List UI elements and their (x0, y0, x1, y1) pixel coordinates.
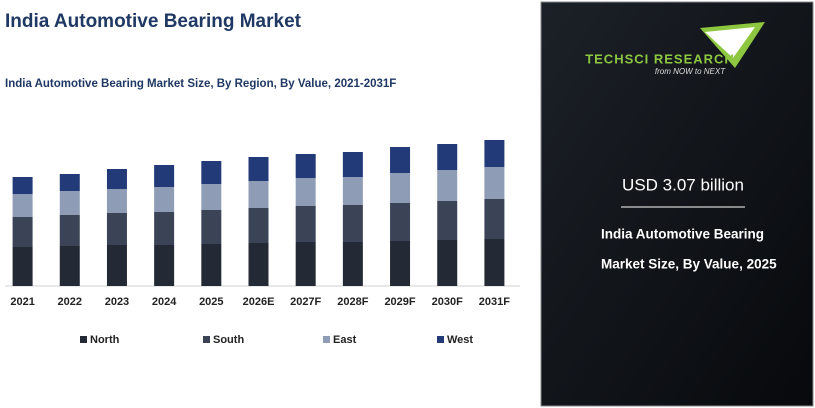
headline: USD 3.07 billion (622, 175, 744, 194)
legend-swatch (80, 336, 87, 343)
bar-segment (342, 205, 363, 242)
bar-segment (106, 169, 127, 189)
bar-segment (437, 170, 458, 201)
x-tick-label: 2027F (290, 296, 321, 308)
bar-segment (342, 152, 363, 177)
bar-segment (106, 189, 127, 213)
bar-segment (295, 154, 316, 178)
bar-segment (437, 144, 458, 170)
legend-label: South (213, 334, 244, 346)
legend-label: North (90, 334, 120, 346)
bar-segment (342, 177, 363, 205)
bar-segment (154, 245, 175, 286)
chart-subtitle: India Automotive Bearing Market Size, By… (5, 78, 396, 90)
legend-label: East (333, 334, 357, 346)
caption: Market Size, By Value, 2025 (601, 257, 777, 272)
legend-swatch (203, 336, 210, 343)
x-tick-label: 2023 (105, 296, 129, 308)
brand: TECHSCI RESEARCH (585, 51, 735, 66)
bar-segment (201, 210, 222, 244)
bar-segment (484, 199, 505, 239)
bar-segment (295, 178, 316, 206)
x-tick-label: 2031F (479, 296, 510, 308)
chart-title: India Automotive Bearing Market (5, 11, 302, 32)
x-tick-label: 2030F (432, 296, 463, 308)
logo-mark (705, 27, 755, 58)
bar-segment (59, 246, 80, 286)
bar-segment (106, 213, 127, 245)
bar-segment (248, 208, 269, 243)
bar-segment (390, 203, 411, 241)
bar-segment (154, 165, 175, 187)
bar-segment (201, 244, 222, 286)
tagline: from NOW to NEXT (655, 67, 726, 76)
x-tick-label: 2025 (199, 296, 223, 308)
bar-segment (484, 140, 505, 167)
bar-segment (390, 241, 411, 286)
bar-segment (12, 194, 33, 217)
x-tick-label: 2024 (152, 296, 177, 308)
x-tick-label: 2026E (243, 296, 275, 308)
bar-segment (59, 215, 80, 246)
legend-swatch (437, 336, 444, 343)
bar-segment (154, 187, 175, 212)
caption: India Automotive Bearing (601, 227, 764, 242)
bar-segment (390, 147, 411, 173)
x-tick-label: 2022 (58, 296, 82, 308)
bar-segment (201, 184, 222, 210)
bar-segment (201, 161, 222, 184)
bar-segment (295, 206, 316, 242)
x-tick-label: 2029F (384, 296, 415, 308)
bar-segment (12, 217, 33, 247)
bar-segment (295, 242, 316, 286)
bar-segment (248, 181, 269, 208)
bar-segment (484, 167, 505, 199)
bar-segment (437, 240, 458, 286)
bar-segment (12, 247, 33, 286)
bar-segment (154, 212, 175, 245)
x-tick-label: 2028F (337, 296, 368, 308)
bar-segment (59, 191, 80, 215)
info-panel (540, 1, 814, 407)
bar-segment (437, 201, 458, 240)
bar-segment (106, 245, 127, 286)
bar-segment (390, 173, 411, 203)
legend-label: West (447, 334, 473, 346)
x-tick-label: 2021 (10, 296, 34, 308)
legend-swatch (323, 336, 330, 343)
bar-segment (248, 243, 269, 286)
bar-segment (12, 177, 33, 194)
bar-segment (342, 242, 363, 286)
bar-segment (59, 174, 80, 191)
bar-segment (484, 239, 505, 286)
bar-segment (248, 157, 269, 181)
